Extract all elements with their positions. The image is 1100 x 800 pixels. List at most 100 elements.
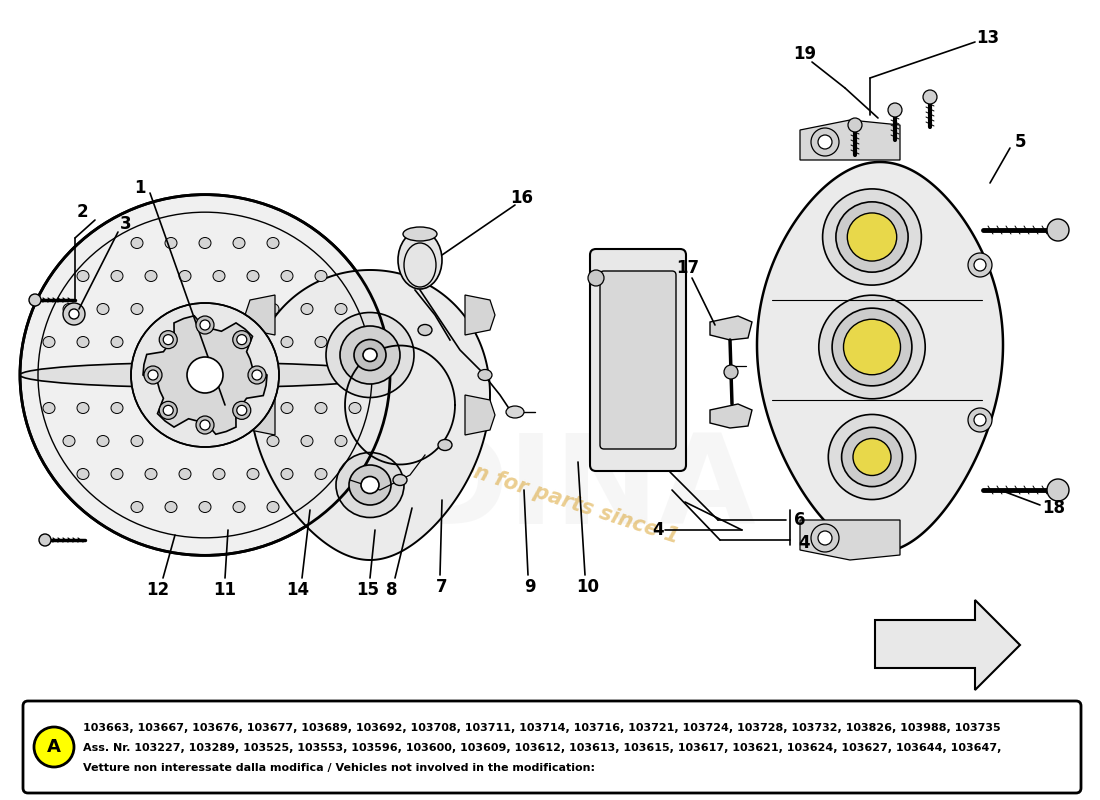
Ellipse shape [828,414,915,499]
Circle shape [1047,219,1069,241]
Circle shape [974,259,986,271]
Text: 14: 14 [286,581,309,599]
Text: 16: 16 [510,189,534,207]
Ellipse shape [131,303,279,447]
Ellipse shape [179,469,191,479]
Polygon shape [245,395,275,435]
Circle shape [34,727,74,767]
Circle shape [200,320,210,330]
Circle shape [144,366,162,384]
Circle shape [236,334,246,345]
Circle shape [818,531,832,545]
Text: 8: 8 [386,581,398,599]
Text: Vetture non interessate dalla modifica / Vehicles not involved in the modificati: Vetture non interessate dalla modifica /… [82,763,595,773]
FancyBboxPatch shape [595,255,681,465]
Polygon shape [874,600,1020,690]
Ellipse shape [315,270,327,282]
Circle shape [163,406,173,415]
Text: 4: 4 [652,521,663,539]
Circle shape [233,330,251,349]
Text: 18: 18 [1043,499,1066,517]
Polygon shape [800,120,900,160]
Ellipse shape [131,238,143,249]
Ellipse shape [97,303,109,314]
Ellipse shape [97,370,109,381]
Ellipse shape [506,406,524,418]
Ellipse shape [301,370,314,381]
Ellipse shape [111,469,123,479]
Polygon shape [143,316,267,434]
Circle shape [923,90,937,104]
FancyBboxPatch shape [590,249,686,471]
Ellipse shape [301,303,314,314]
Circle shape [39,534,51,546]
Text: 4: 4 [799,534,810,552]
Text: DINA: DINA [404,430,756,550]
Circle shape [200,420,210,430]
Ellipse shape [818,295,925,399]
Ellipse shape [823,189,922,285]
Ellipse shape [403,227,437,241]
Ellipse shape [165,502,177,513]
Text: 11: 11 [213,581,236,599]
Circle shape [724,365,738,379]
Text: 3: 3 [120,215,132,233]
Ellipse shape [280,337,293,347]
Polygon shape [710,404,752,428]
Text: Ass. Nr. 103227, 103289, 103525, 103553, 103596, 103600, 103609, 103612, 103613,: Ass. Nr. 103227, 103289, 103525, 103553,… [82,743,1001,753]
Ellipse shape [248,270,258,282]
Ellipse shape [131,435,143,446]
Ellipse shape [267,435,279,446]
Ellipse shape [20,194,390,555]
Polygon shape [245,295,275,335]
Polygon shape [710,316,752,340]
Ellipse shape [111,270,123,282]
Ellipse shape [131,303,143,314]
Circle shape [968,253,992,277]
Ellipse shape [77,270,89,282]
Circle shape [968,408,992,432]
Ellipse shape [354,339,386,370]
Ellipse shape [77,469,89,479]
FancyBboxPatch shape [23,701,1081,793]
Circle shape [63,303,85,325]
Text: euro: euro [84,355,476,505]
Circle shape [160,330,177,349]
Polygon shape [465,295,495,335]
Ellipse shape [145,469,157,479]
Ellipse shape [418,325,432,335]
Ellipse shape [842,427,902,486]
Ellipse shape [199,502,211,513]
Ellipse shape [20,362,390,387]
Circle shape [888,103,902,117]
Ellipse shape [326,313,414,398]
Text: 15: 15 [356,581,380,599]
Circle shape [148,370,158,380]
Ellipse shape [63,370,75,381]
Text: a passion for parts since 1: a passion for parts since 1 [378,432,681,548]
FancyBboxPatch shape [600,271,676,449]
Ellipse shape [233,502,245,513]
Ellipse shape [280,469,293,479]
Circle shape [160,402,177,419]
Circle shape [974,414,986,426]
Ellipse shape [213,270,226,282]
Ellipse shape [267,238,279,249]
Text: 13: 13 [977,29,1000,47]
Circle shape [233,402,251,419]
Ellipse shape [438,439,452,450]
Ellipse shape [97,435,109,446]
Text: 103663, 103667, 103676, 103677, 103689, 103692, 103708, 103711, 103714, 103716, : 103663, 103667, 103676, 103677, 103689, … [82,723,1001,733]
Ellipse shape [111,402,123,414]
Ellipse shape [315,402,327,414]
Text: 1: 1 [134,179,145,197]
Text: 7: 7 [437,578,448,596]
Text: A: A [47,738,60,756]
Ellipse shape [832,308,912,386]
Ellipse shape [77,337,89,347]
Ellipse shape [852,438,891,475]
Ellipse shape [361,477,379,494]
Ellipse shape [199,238,211,249]
Ellipse shape [145,270,157,282]
Ellipse shape [267,502,279,513]
